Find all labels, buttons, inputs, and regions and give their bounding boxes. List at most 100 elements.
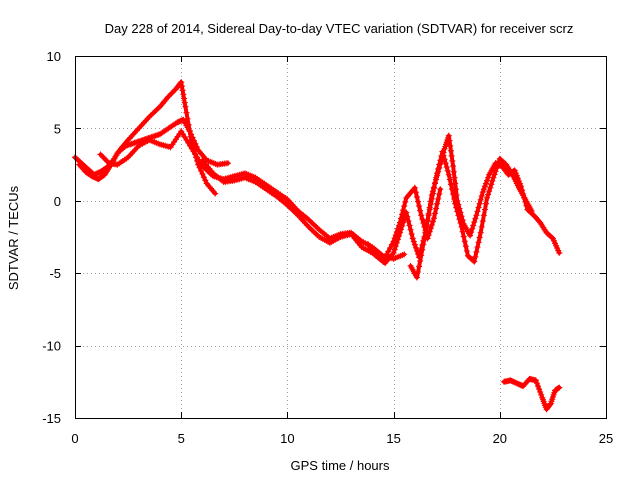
- data-point: [450, 163, 457, 170]
- plot-area: [72, 79, 563, 413]
- data-point: [166, 92, 173, 99]
- data-point: [450, 168, 457, 175]
- data-point: [423, 223, 430, 230]
- data-point: [475, 239, 482, 246]
- data-point: [395, 233, 402, 240]
- data-point: [165, 93, 172, 100]
- data-point: [475, 204, 482, 211]
- data-point: [477, 196, 484, 203]
- data-point: [436, 191, 443, 198]
- data-point: [419, 246, 426, 253]
- data-point: [435, 195, 442, 202]
- data-point: [487, 184, 494, 191]
- data-point: [429, 190, 436, 197]
- data-point: [447, 147, 454, 154]
- x-tick-label: 10: [280, 431, 294, 446]
- data-point: [396, 229, 403, 236]
- data-point: [472, 215, 479, 222]
- data-point: [416, 263, 423, 270]
- data-point: [548, 234, 555, 241]
- data-point: [171, 87, 178, 94]
- data-point: [401, 216, 408, 223]
- data-point: [392, 243, 399, 250]
- data-point: [178, 79, 185, 86]
- chart-title: Day 228 of 2014, Sidereal Day-to-day VTE…: [105, 21, 574, 36]
- data-point: [433, 205, 440, 212]
- data-point: [383, 251, 390, 258]
- data-point: [476, 200, 483, 207]
- data-point: [422, 229, 429, 236]
- data-point: [181, 99, 188, 106]
- plot-frame: [75, 56, 607, 419]
- data-point: [532, 377, 539, 384]
- data-point: [412, 244, 419, 251]
- data-point: [168, 90, 175, 97]
- data-point: [417, 257, 424, 264]
- data-point: [451, 195, 458, 202]
- data-point: [441, 156, 448, 163]
- data-point: [493, 165, 500, 172]
- data-point: [202, 177, 209, 184]
- series-track-7: [501, 375, 563, 413]
- data-point: [478, 192, 485, 199]
- data-point: [454, 208, 461, 215]
- data-point: [468, 229, 475, 236]
- data-point: [186, 128, 193, 135]
- data-point: [432, 210, 439, 217]
- data-point: [470, 222, 477, 229]
- data-point: [452, 180, 459, 187]
- data-point: [433, 174, 440, 181]
- data-point: [400, 219, 407, 226]
- data-point: [467, 232, 474, 239]
- data-point: [477, 229, 484, 236]
- data-point: [415, 268, 422, 275]
- data-point: [449, 157, 456, 164]
- data-point: [413, 193, 420, 200]
- data-point: [400, 207, 407, 214]
- data-point: [484, 194, 491, 201]
- x-tick-label: 15: [386, 431, 400, 446]
- data-point: [449, 186, 456, 193]
- data-point: [181, 95, 188, 102]
- data-point: [430, 185, 437, 192]
- data-point: [421, 235, 428, 242]
- grid: [75, 56, 606, 418]
- data-point: [98, 152, 105, 159]
- data-point: [482, 200, 489, 207]
- data-point: [437, 186, 444, 193]
- data-point: [488, 181, 495, 188]
- data-point: [474, 244, 481, 251]
- data-point: [448, 152, 455, 159]
- data-point: [434, 170, 441, 177]
- data-point: [404, 213, 411, 220]
- data-point: [419, 216, 426, 223]
- data-point: [457, 220, 464, 227]
- data-point: [413, 274, 420, 281]
- data-point: [459, 228, 466, 235]
- data-point: [435, 165, 442, 172]
- data-point: [489, 178, 496, 185]
- data-point: [486, 188, 493, 195]
- data-point: [458, 223, 465, 230]
- data-point: [188, 131, 195, 138]
- data-point: [434, 200, 441, 207]
- data-point: [452, 200, 459, 207]
- data-point: [481, 206, 488, 213]
- data-point: [547, 401, 554, 408]
- data-point: [432, 179, 439, 186]
- x-tick-label: 5: [178, 431, 185, 446]
- data-point: [399, 222, 406, 229]
- data-point: [494, 162, 501, 169]
- x-tick-label: 25: [599, 431, 613, 446]
- data-point: [200, 174, 207, 181]
- data-point: [473, 248, 480, 255]
- x-axis-tick-labels: 0 5 10 15 20 25: [71, 431, 613, 446]
- data-point: [460, 233, 467, 240]
- data-point: [469, 225, 476, 232]
- data-point: [199, 171, 206, 178]
- data-point: [418, 212, 425, 219]
- data-point: [471, 219, 478, 226]
- data-point: [411, 184, 418, 191]
- data-point: [446, 176, 453, 183]
